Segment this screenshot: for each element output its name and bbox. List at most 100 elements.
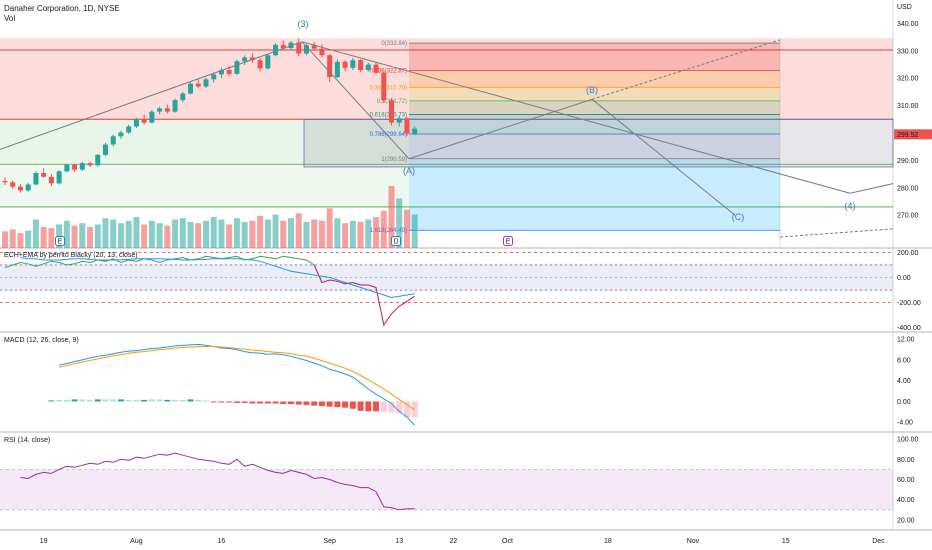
- candle-body: [389, 100, 394, 123]
- volume-bar: [94, 224, 101, 248]
- macd-histogram-bar: [125, 399, 132, 402]
- macd-histogram-bar: [241, 401, 248, 404]
- ech-tick-label: 200.00: [897, 250, 919, 257]
- candle-body: [218, 70, 224, 75]
- dividend-marker-box: [391, 236, 401, 246]
- macd-histogram-bar: [156, 399, 163, 402]
- volume-bar: [63, 220, 70, 248]
- price-tick-label: 280.00: [897, 185, 919, 192]
- volume-bar: [303, 221, 310, 248]
- volume-bar: [179, 218, 186, 248]
- candle-body: [133, 119, 139, 127]
- candle-body: [203, 79, 209, 87]
- macd-histogram-bar: [249, 401, 256, 404]
- volume-bar: [172, 219, 179, 248]
- volume-bar: [2, 231, 8, 248]
- macd-histogram-bar: [326, 401, 333, 407]
- macd-legend[interactable]: MACD (12, 26, close, 9): [4, 337, 79, 344]
- time-tick-label: Sep: [323, 538, 336, 545]
- macd-tick-label: 8.00: [897, 357, 911, 364]
- candle-body: [56, 171, 62, 184]
- ech-tick-label: 0.00: [897, 275, 911, 282]
- ema-line: [20, 257, 415, 299]
- macd-histogram-bar: [280, 401, 287, 405]
- fib-level-label-4: 0.618(306.73): [370, 113, 407, 119]
- candle-body: [10, 182, 16, 187]
- volume-bar: [226, 224, 233, 248]
- fib-level-label-5: 0.786(299.64): [370, 132, 407, 138]
- projection-dashed-line: [591, 39, 781, 100]
- price-tick-label: 320.00: [897, 76, 919, 83]
- candle-body: [95, 154, 101, 166]
- volume-bar: [117, 223, 124, 248]
- rsi-tick-label: 80.00: [897, 457, 915, 464]
- time-tick-label: Oct: [502, 538, 513, 545]
- resistance-zone: [0, 38, 893, 120]
- fib-band-3: [409, 100, 780, 115]
- candle-body: [303, 45, 309, 54]
- wave-b-label: (B): [586, 85, 598, 95]
- candle-body: [164, 108, 170, 112]
- macd-histogram-bar: [264, 401, 271, 404]
- candle-body: [342, 61, 348, 68]
- time-tick-label: 22: [449, 538, 457, 545]
- time-tick-label: 19: [40, 538, 48, 545]
- ech-ema-legend[interactable]: ECH+EMA by perrito Blacky (20, 13, close…: [4, 252, 138, 259]
- symbol-title[interactable]: Danaher Corporation, 1D, NYSE: [4, 4, 120, 13]
- macd-histogram-bar: [303, 401, 310, 406]
- volume-bar: [40, 226, 47, 248]
- macd-histogram-bar: [380, 401, 387, 412]
- last-price-badge: [894, 129, 932, 140]
- candle-body: [41, 172, 47, 177]
- macd-histogram-bar: [48, 400, 55, 402]
- volume-bar: [164, 225, 171, 248]
- candle-body: [211, 74, 217, 80]
- price-tick-label: 290.00: [897, 158, 919, 165]
- volume-bar: [311, 219, 318, 248]
- macd-histogram-bar: [295, 401, 302, 405]
- price-tick-label: 310.00: [897, 103, 919, 110]
- candle-body: [79, 163, 85, 170]
- volume-bar: [218, 219, 225, 248]
- macd-histogram-bar: [403, 401, 410, 418]
- macd-histogram-bar: [63, 399, 70, 402]
- projection-box: [303, 118, 894, 168]
- macd-histogram-bar: [210, 401, 217, 403]
- rsi-legend[interactable]: RSI (14, close): [4, 437, 51, 444]
- candle-body: [180, 93, 186, 101]
- candle-body: [195, 83, 201, 87]
- macd-histogram-bar: [226, 401, 233, 403]
- macd-histogram-bar: [272, 401, 279, 404]
- volume-bar: [133, 217, 140, 248]
- volume-bar: [365, 219, 372, 248]
- price-tick-label: 340.00: [897, 21, 919, 28]
- macd-histogram-bar: [87, 399, 94, 402]
- dividend-marker: D: [393, 239, 398, 246]
- macd-histogram-bar: [257, 401, 264, 404]
- future-earnings-marker-box: [503, 236, 513, 246]
- candle-body: [334, 61, 340, 78]
- wave-a-label: (A): [403, 166, 415, 176]
- candle-body: [311, 45, 317, 49]
- macd-histogram-bar: [102, 399, 109, 402]
- volume-bar: [295, 213, 302, 248]
- macd-histogram-bar: [172, 399, 179, 402]
- candle-body: [188, 83, 194, 94]
- macd-histogram-bar: [71, 399, 78, 402]
- candle-body: [25, 184, 31, 191]
- rsi-line: [20, 452, 415, 511]
- time-tick-label: 16: [218, 538, 226, 545]
- fib-level-label-1: 0.236(322.87): [370, 68, 407, 74]
- volume-bar: [326, 208, 333, 248]
- time-tick-label: 15: [782, 538, 790, 545]
- price-tick-label: 270.00: [897, 213, 919, 220]
- volume-bar: [48, 228, 55, 248]
- trendline-wave4: [849, 183, 894, 194]
- macd-histogram-bar: [218, 401, 225, 403]
- volume-bar: [380, 210, 387, 248]
- candle-body: [33, 172, 39, 185]
- candle-body: [72, 164, 78, 170]
- candle-body: [257, 60, 263, 69]
